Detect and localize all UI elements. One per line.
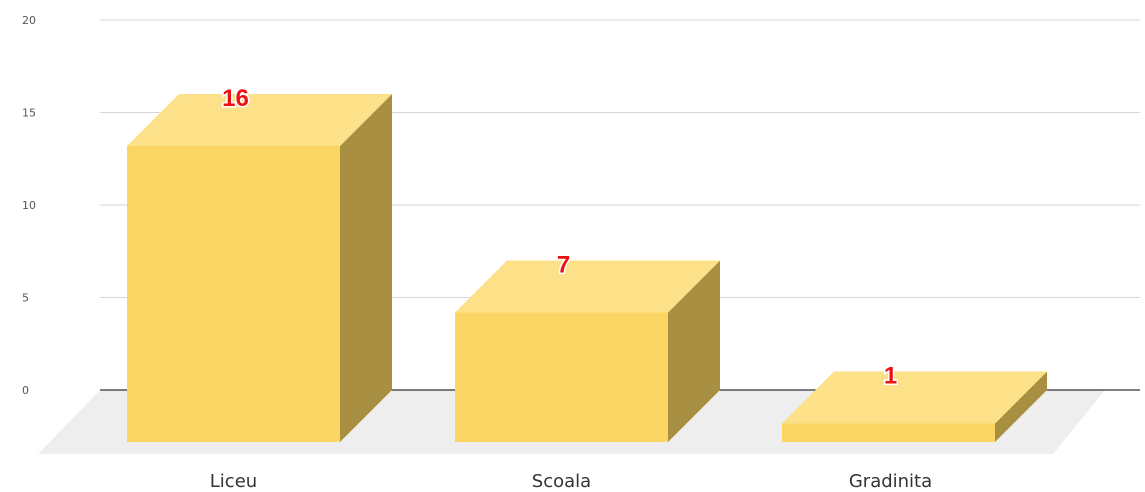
data-label-scoala: 7 <box>557 252 570 279</box>
bar-top-scoala <box>455 260 720 313</box>
bar-scoala <box>455 260 720 442</box>
bar-liceu <box>127 94 392 442</box>
y-tick-label-0: 0 <box>22 384 29 397</box>
data-label-liceu: 16 <box>222 85 249 112</box>
bar-front-liceu <box>127 146 340 442</box>
y-tick-label-15: 15 <box>22 107 36 120</box>
y-tick-label-20: 20 <box>22 14 36 27</box>
bar-top-gradinita <box>782 371 1047 424</box>
bar-gradinita <box>782 371 1047 442</box>
y-tick-label-10: 10 <box>22 199 36 212</box>
bar-front-gradinita <box>782 423 995 442</box>
bar-front-scoala <box>455 312 668 442</box>
data-label-gradinita: 1 <box>884 363 897 390</box>
bar-top-liceu <box>127 94 392 146</box>
bar-side-gradinita <box>995 371 1047 442</box>
category-label-scoala: Scoala <box>532 471 591 492</box>
bar-side-scoala <box>668 260 720 442</box>
category-label-gradinita: Gradinita <box>849 471 932 492</box>
y-tick-label-5: 5 <box>22 292 29 305</box>
category-label-liceu: Liceu <box>210 471 257 492</box>
bar-side-liceu <box>340 94 392 442</box>
